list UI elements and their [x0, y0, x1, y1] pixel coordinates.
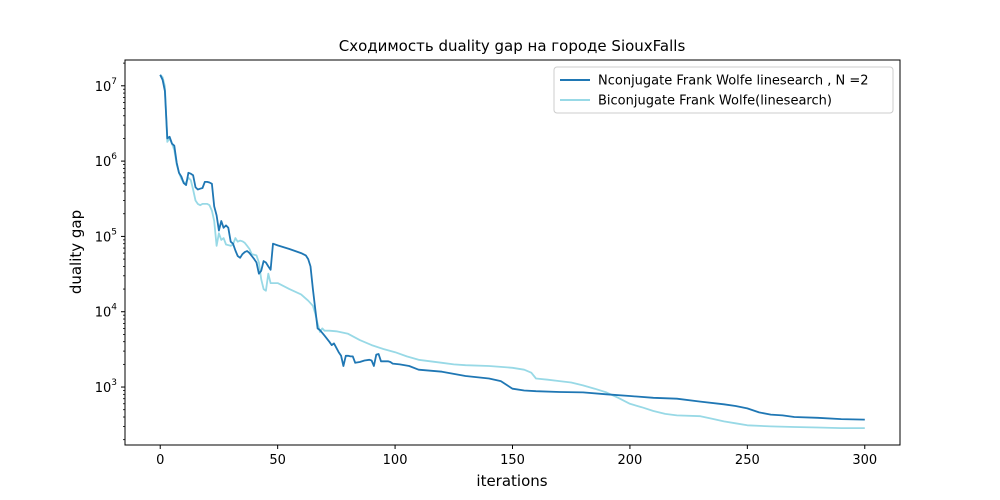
y-tick-base: 10 — [95, 80, 112, 95]
x-tick-label: 250 — [735, 453, 760, 468]
x-tick-label: 150 — [500, 453, 525, 468]
chart-title: Сходимость duality gap на городе SiouxFa… — [339, 37, 686, 55]
y-tick-label: 103 — [95, 378, 117, 396]
x-tick-label: 200 — [618, 453, 643, 468]
series-line-0 — [159, 74, 865, 421]
y-tick-base: 10 — [95, 306, 112, 321]
y-tick-label: 104 — [95, 303, 118, 321]
x-tick-label: 0 — [156, 453, 164, 468]
legend: Nconjugate Frank Wolfe linesearch , N =2… — [553, 66, 894, 114]
y-tick-base: 10 — [95, 155, 112, 170]
plot-frame — [124, 59, 901, 446]
series-line-1 — [159, 74, 865, 430]
y-tick-exponent: 3 — [111, 378, 117, 388]
x-axis: 0 50 100 150 200 250 300 — [156, 445, 877, 468]
y-axis-label: duality gap — [67, 210, 85, 294]
y-tick-base: 10 — [95, 230, 112, 245]
x-tick-label: 100 — [383, 453, 408, 468]
legend-label-0: Nconjugate Frank Wolfe linesearch , N =2 — [598, 74, 869, 89]
legend-box — [553, 66, 894, 114]
y-tick-exponent: 7 — [111, 77, 117, 87]
x-tick-label: 300 — [852, 453, 877, 468]
series-layer — [159, 74, 865, 430]
y-tick-label: 106 — [95, 152, 118, 170]
y-tick-base: 10 — [95, 381, 112, 396]
x-axis-label: iterations — [476, 472, 547, 490]
y-tick-exponent: 6 — [111, 152, 117, 162]
legend-label-1: Biconjugate Frank Wolfe(linesearch) — [598, 94, 832, 109]
x-tick-label: 50 — [269, 453, 286, 468]
y-tick-exponent: 4 — [111, 303, 117, 313]
y-tick-exponent: 5 — [111, 227, 117, 237]
y-tick-label: 107 — [95, 77, 117, 95]
y-tick-label: 105 — [95, 227, 117, 245]
